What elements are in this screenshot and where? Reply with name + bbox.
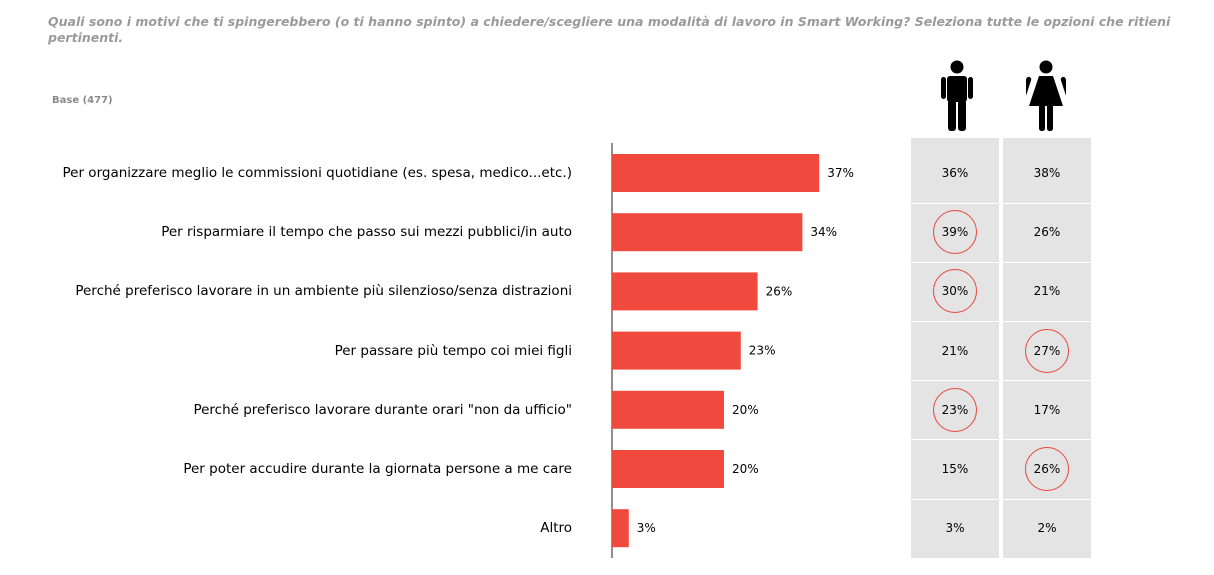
bar (612, 272, 758, 311)
highlight-circle (1025, 447, 1069, 491)
bar (612, 450, 724, 488)
category-label: Perché preferisco lavorare durante orari… (193, 401, 572, 418)
highlight-circle (1025, 328, 1069, 373)
male-percentage: 3% (945, 521, 965, 536)
bar-value-label: 20% (732, 462, 759, 476)
bar (612, 509, 629, 548)
category-label: Altro (540, 520, 572, 537)
bar-value-label: 37% (827, 166, 854, 180)
base-label: Base (477) (52, 95, 113, 106)
male-percentage: 21% (941, 343, 969, 358)
bar (612, 154, 820, 192)
male-column (911, 138, 999, 558)
male-percentage: 15% (941, 462, 969, 476)
bar (612, 390, 724, 429)
bar (612, 213, 803, 252)
row-separator (911, 498, 1091, 500)
bar-value-label: 23% (749, 344, 776, 358)
bar-value-label: 20% (732, 403, 759, 417)
row-separator (911, 380, 1091, 382)
female-percentage: 17% (1033, 402, 1061, 417)
bar-chart: 37% 34% 26% 23% 20% 20% 3% (611, 143, 854, 558)
category-label: Per organizzare meglio le commissioni qu… (62, 165, 573, 181)
category-label: Per passare più tempo coi miei figli (334, 342, 572, 359)
female-percentage: 38% (1033, 166, 1061, 180)
category-label: Per risparmiare il tempo che passo sui m… (161, 224, 572, 241)
female-percentage: 21% (1033, 284, 1061, 299)
row-separator (911, 202, 1091, 204)
row-separator (911, 321, 1091, 322)
category-labels: Per organizzare meglio le commissioni qu… (0, 0, 600, 575)
bar-value-label: 26% (766, 284, 793, 298)
female-percentage: 26% (1033, 225, 1061, 240)
row-separator (911, 261, 1091, 263)
male-percentage: 36% (941, 166, 969, 180)
bar-value-label: 34% (810, 225, 837, 239)
highlight-circle (933, 387, 977, 432)
category-label: Perché preferisco lavorare in un ambient… (75, 283, 572, 300)
category-label: Per poter accudire durante la giornata p… (183, 461, 572, 477)
gender-breakdown-panel: 36% 38% 39% 26% 30% 21% 21% 27% 23% 17% 15% 26% 3% 2% (911, 138, 1091, 558)
bar-value-label: 3% (637, 521, 656, 535)
highlight-circle (933, 269, 977, 314)
question-text: Quali sono i motivi che ti spingerebbero… (48, 14, 1171, 45)
row-separator (911, 439, 1091, 441)
highlight-circle (933, 210, 977, 255)
male-person-icon (941, 60, 973, 131)
bar (612, 331, 741, 370)
female-percentage: 2% (1037, 521, 1057, 536)
female-person-icon (1026, 60, 1066, 131)
